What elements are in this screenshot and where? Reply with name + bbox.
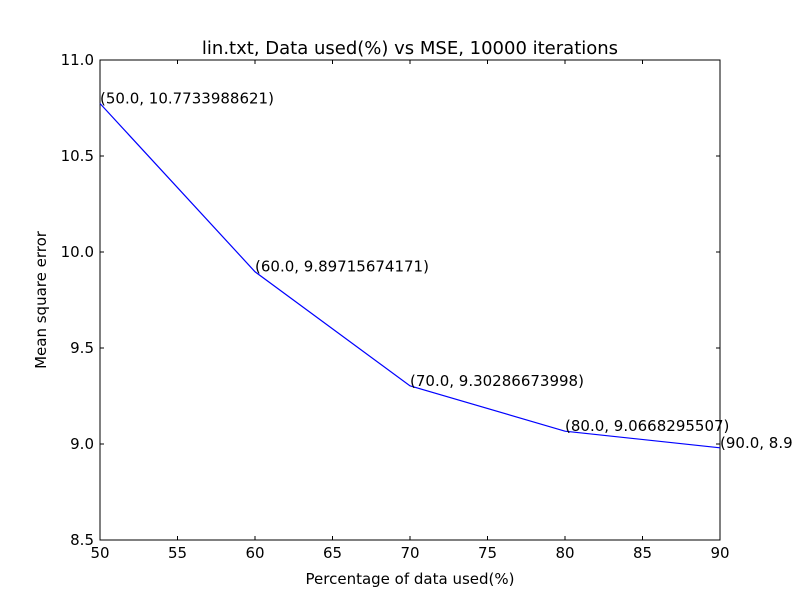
- y-tick-label: 10.0: [61, 243, 94, 261]
- y-tick-label: 11.0: [61, 51, 94, 69]
- chart-title: lin.txt, Data used(%) vs MSE, 10000 iter…: [202, 38, 618, 59]
- y-tick-label: 10.5: [61, 147, 94, 165]
- x-tick-label: 55: [168, 544, 187, 562]
- x-tick-label: 90: [710, 544, 729, 562]
- x-tick-label: 50: [90, 544, 109, 562]
- y-tick-label: 9.0: [70, 435, 94, 453]
- x-tick-label: 85: [633, 544, 652, 562]
- x-tick-label: 75: [478, 544, 497, 562]
- data-point-label: (60.0, 9.89715674171): [255, 258, 429, 276]
- data-point-label: (50.0, 10.7733988621): [100, 90, 274, 108]
- x-tick-label: 80: [555, 544, 574, 562]
- plot-area: 50 55 60 65 70 75 80 85 90 8.5 9.0 9.5 10.0 10.5 11.0 (…: [61, 51, 793, 562]
- y-axis-label: Mean square error: [32, 230, 50, 369]
- plot-frame: [99, 59, 721, 541]
- y-tick-label: 8.5: [70, 531, 94, 549]
- y-tick-label: 9.5: [70, 339, 94, 357]
- x-tick-label: 65: [323, 544, 342, 562]
- x-tick-label: 70: [400, 544, 419, 562]
- x-tick-label: 60: [245, 544, 264, 562]
- data-point-label: (90.0, 8.9: [720, 434, 793, 452]
- data-point-label: (70.0, 9.30286673998): [410, 372, 584, 390]
- x-axis-label: Percentage of data used(%): [306, 570, 515, 588]
- data-point-label: (80.0, 9.0668295507): [565, 417, 729, 435]
